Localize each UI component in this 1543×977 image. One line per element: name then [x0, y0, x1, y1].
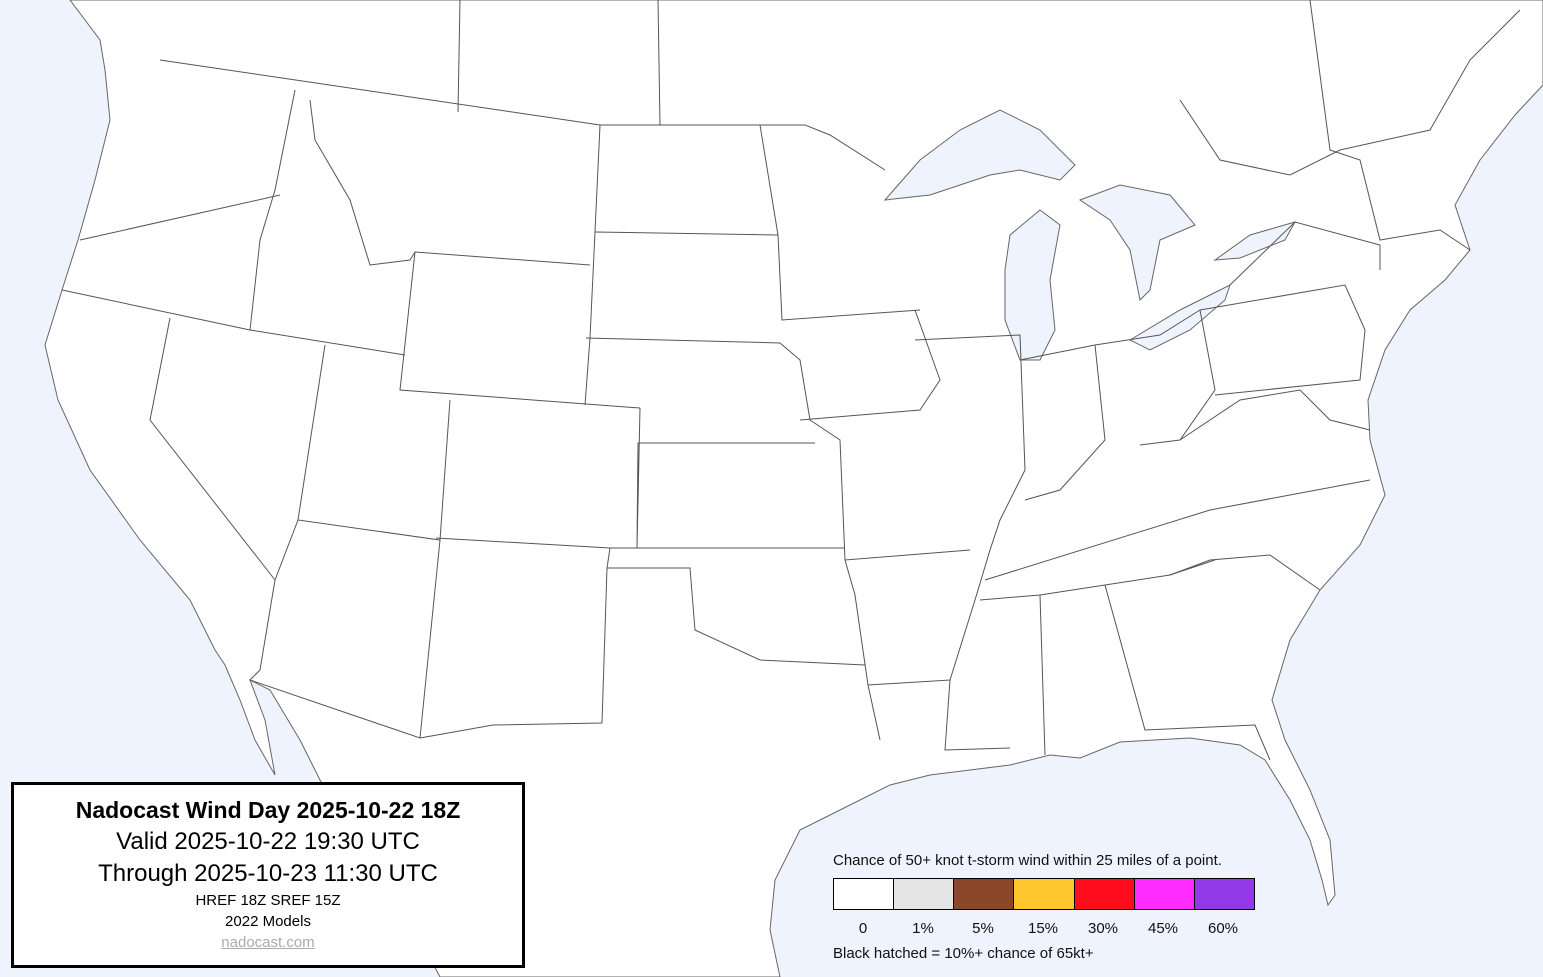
- legend-tick-label: 30%: [1087, 920, 1119, 937]
- lake-ontario: [1213, 221, 1297, 261]
- lake-erie: [1128, 284, 1231, 351]
- lake-michigan: [1004, 209, 1061, 361]
- legend-ticks: 0 1% 5% 15% 30% 45% 60%: [833, 920, 1253, 937]
- valid-time: Valid 2025-10-22 19:30 UTC: [116, 828, 420, 855]
- model-version: 2022 Models: [225, 913, 311, 930]
- legend-swatch: [894, 879, 955, 909]
- legend-swatch: [954, 879, 1015, 909]
- forecast-title-box: Nadocast Wind Day 2025-10-22 18Z Valid 2…: [11, 782, 525, 968]
- legend-tick-label: 0: [858, 920, 868, 937]
- probability-legend: Chance of 50+ knot t-storm wind within 2…: [833, 852, 1273, 962]
- forecast-title: Nadocast Wind Day 2025-10-22 18Z: [75, 797, 461, 823]
- lake-superior: [883, 109, 1076, 201]
- legend-tick-label: 45%: [1147, 920, 1179, 937]
- legend-swatch: [1014, 879, 1075, 909]
- legend-tick-label: 5%: [972, 920, 994, 937]
- legend-title: Chance of 50+ knot t-storm wind within 2…: [833, 852, 1222, 869]
- legend-tick-label: 1%: [912, 920, 934, 937]
- legend-swatch: [834, 879, 895, 909]
- legend-swatch: [1074, 879, 1135, 909]
- legend-swatch: [1194, 879, 1254, 909]
- legend-color-bar: [833, 878, 1255, 910]
- site-link[interactable]: nadocast.com: [221, 934, 315, 951]
- legend-note: Black hatched = 10%+ chance of 65kt+: [833, 945, 1094, 962]
- legend-swatch: [1134, 879, 1195, 909]
- legend-tick-label: 60%: [1207, 920, 1239, 937]
- lake-huron: [1078, 184, 1196, 302]
- land: [44, 0, 1543, 977]
- great-lakes: [883, 109, 1297, 361]
- state-borders: [61, 0, 1521, 761]
- through-time: Through 2025-10-23 11:30 UTC: [98, 860, 438, 887]
- legend-tick-label: 15%: [1027, 920, 1059, 937]
- model-runs: HREF 18Z SREF 15Z: [195, 892, 341, 909]
